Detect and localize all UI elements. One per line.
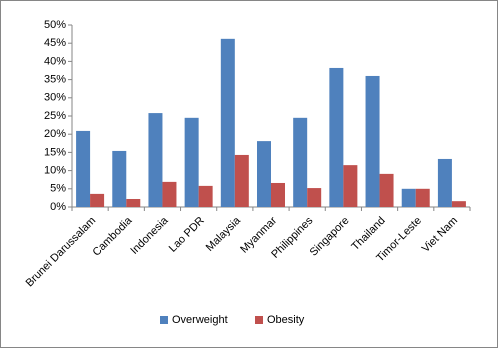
y-tick-label: 40% bbox=[44, 55, 66, 67]
bar bbox=[271, 182, 285, 207]
bar bbox=[329, 67, 344, 208]
bar bbox=[162, 181, 177, 207]
bar bbox=[198, 185, 213, 207]
bar bbox=[293, 117, 308, 207]
bar bbox=[415, 188, 430, 207]
bar bbox=[148, 113, 163, 207]
bar bbox=[184, 117, 199, 207]
bar bbox=[126, 198, 141, 207]
bar bbox=[257, 141, 271, 207]
y-tick-label: 45% bbox=[44, 37, 66, 49]
bar bbox=[90, 193, 105, 207]
bar bbox=[365, 75, 380, 208]
legend-swatch bbox=[255, 316, 263, 324]
bar bbox=[379, 173, 394, 207]
y-tick-label: 35% bbox=[44, 74, 66, 86]
bar bbox=[451, 201, 466, 207]
y-tick-label: 15% bbox=[44, 146, 66, 158]
bar bbox=[307, 188, 322, 207]
bar bbox=[401, 188, 416, 207]
bar bbox=[234, 154, 249, 207]
y-tick-label: 30% bbox=[44, 92, 66, 104]
legend-label: Obesity bbox=[267, 314, 305, 326]
bar bbox=[112, 150, 127, 207]
y-tick-label: 0% bbox=[50, 201, 66, 213]
bar bbox=[437, 158, 452, 207]
bar bbox=[343, 165, 358, 207]
legend-swatch bbox=[160, 316, 168, 324]
y-tick-label: 5% bbox=[50, 183, 66, 195]
bar bbox=[76, 130, 91, 207]
y-tick-label: 20% bbox=[44, 128, 66, 140]
bar bbox=[220, 38, 235, 207]
y-tick-label: 50% bbox=[44, 19, 66, 31]
y-tick-label: 10% bbox=[44, 165, 66, 177]
legend-label: Overweight bbox=[172, 314, 228, 326]
y-tick-label: 25% bbox=[44, 110, 66, 122]
